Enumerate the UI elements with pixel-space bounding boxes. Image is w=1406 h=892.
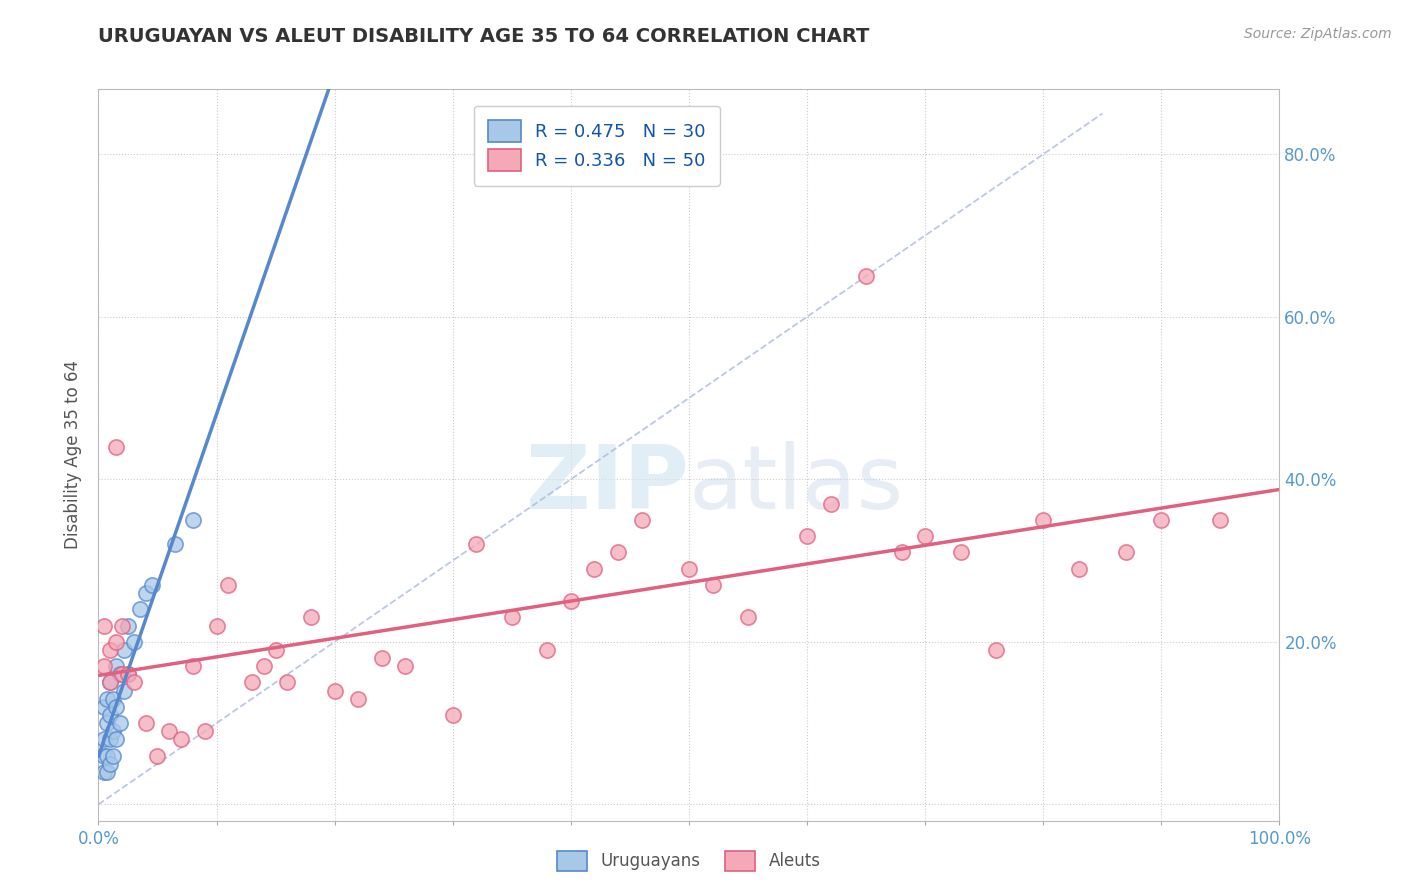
Text: Source: ZipAtlas.com: Source: ZipAtlas.com: [1244, 27, 1392, 41]
Point: [112, 643, 135, 657]
Point: [93, 764, 115, 779]
Point: [117, 667, 139, 681]
Legend: R = 0.475   N = 30, R = 0.336   N = 50: R = 0.475 N = 30, R = 0.336 N = 50: [474, 105, 720, 186]
Point: [630, 513, 652, 527]
Point: [93, 732, 115, 747]
Point: [101, 748, 124, 763]
Point: [678, 562, 700, 576]
Point: [194, 724, 217, 739]
Point: [181, 659, 204, 673]
Point: [98, 675, 121, 690]
Point: [108, 716, 131, 731]
Point: [276, 675, 298, 690]
Point: [93, 618, 115, 632]
Point: [105, 440, 128, 454]
Point: [465, 537, 488, 551]
Point: [98, 732, 121, 747]
Text: atlas: atlas: [689, 441, 904, 528]
Point: [157, 724, 180, 739]
Point: [949, 545, 972, 559]
Point: [96, 764, 118, 779]
Point: [371, 651, 394, 665]
Y-axis label: Disability Age 35 to 64: Disability Age 35 to 64: [65, 360, 83, 549]
Point: [583, 562, 606, 576]
Point: [240, 675, 263, 690]
Point: [122, 675, 145, 690]
Point: [536, 643, 558, 657]
Point: [96, 691, 118, 706]
Point: [205, 618, 228, 632]
Point: [105, 732, 128, 747]
Point: [105, 659, 128, 673]
Point: [1067, 562, 1090, 576]
Point: [607, 545, 630, 559]
Point: [98, 675, 121, 690]
Text: URUGUAYAN VS ALEUT DISABILITY AGE 35 TO 64 CORRELATION CHART: URUGUAYAN VS ALEUT DISABILITY AGE 35 TO …: [98, 27, 870, 45]
Point: [253, 659, 276, 673]
Point: [737, 610, 759, 624]
Point: [394, 659, 416, 673]
Point: [914, 529, 936, 543]
Point: [96, 748, 118, 763]
Point: [181, 513, 204, 527]
Point: [501, 610, 523, 624]
Point: [1115, 545, 1137, 559]
Point: [93, 699, 115, 714]
Point: [702, 578, 724, 592]
Point: [122, 635, 145, 649]
Point: [855, 269, 877, 284]
Point: [984, 643, 1007, 657]
Point: [1150, 513, 1173, 527]
Point: [108, 667, 131, 681]
Point: [111, 667, 134, 681]
Point: [1032, 513, 1054, 527]
Text: ZIP: ZIP: [526, 441, 689, 528]
Point: [111, 618, 134, 632]
Point: [101, 724, 124, 739]
Point: [141, 578, 163, 592]
Point: [170, 732, 193, 747]
Point: [93, 748, 115, 763]
Point: [441, 708, 464, 723]
Point: [890, 545, 912, 559]
Point: [96, 716, 118, 731]
Point: [560, 594, 582, 608]
Point: [112, 683, 135, 698]
Point: [101, 691, 124, 706]
Point: [820, 497, 842, 511]
Point: [347, 691, 370, 706]
Point: [165, 537, 187, 551]
Point: [98, 708, 121, 723]
Point: [323, 683, 346, 698]
Point: [135, 586, 157, 600]
Point: [128, 602, 150, 616]
Point: [264, 643, 287, 657]
Point: [105, 635, 128, 649]
Point: [105, 699, 128, 714]
Point: [796, 529, 818, 543]
Point: [217, 578, 239, 592]
Point: [98, 756, 121, 771]
Point: [98, 643, 121, 657]
Point: [1209, 513, 1232, 527]
Point: [135, 716, 157, 731]
Point: [299, 610, 322, 624]
Point: [146, 748, 169, 763]
Point: [117, 667, 139, 681]
Legend: Uruguayans, Aleuts: Uruguayans, Aleuts: [548, 842, 830, 880]
Point: [93, 659, 115, 673]
Point: [117, 618, 139, 632]
